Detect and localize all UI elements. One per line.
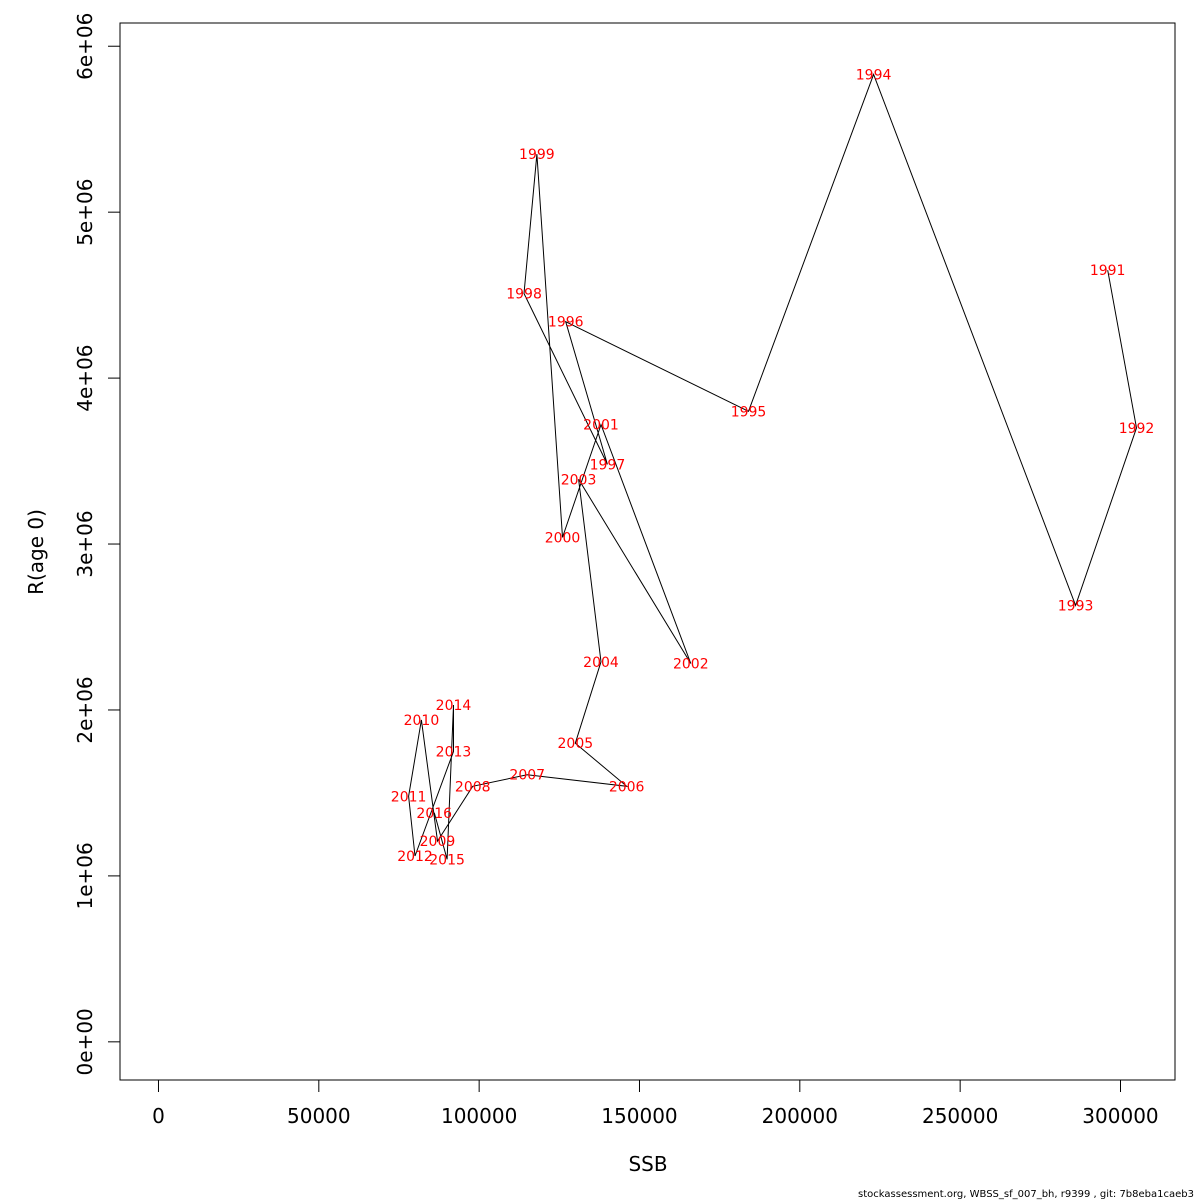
x-tick-label: 200000 [762,1104,838,1128]
series-line [408,72,1138,860]
y-axis: 0e+00 1e+06 2e+06 3e+06 4e+06 5e+06 6e+06 [73,13,121,1075]
y-tick-label: 3e+06 [73,510,97,577]
point-label-2012: 2012 [397,849,433,865]
x-tick-label: 100000 [441,1104,517,1128]
point-label-1993: 1993 [1058,598,1094,614]
point-label-1999: 1999 [519,147,555,163]
point-label-1992: 1992 [1119,421,1155,437]
y-axis-title: R(age 0) [24,509,48,595]
point-label-2005: 2005 [558,736,594,752]
y-tick-label: 1e+06 [73,842,97,909]
x-axis-title: SSB [628,1152,667,1176]
point-label-2000: 2000 [545,530,581,546]
y-tick-label: 5e+06 [73,179,97,246]
point-label-2015: 2015 [429,852,465,868]
y-tick-label: 0e+00 [73,1008,97,1075]
x-tick-label: 0 [152,1104,165,1128]
point-label-1996: 1996 [548,315,584,331]
point-label-1995: 1995 [731,404,767,420]
point-label-2014: 2014 [436,698,472,714]
point-label-2016: 2016 [416,806,452,822]
y-tick-label: 4e+06 [73,344,97,411]
point-label-2003: 2003 [561,472,597,488]
point-label-2006: 2006 [609,779,645,795]
point-label-1994: 1994 [856,67,892,83]
point-labels: 1991 1992 1993 1994 1995 1996 1997 1998 1999 2000… [391,67,1155,868]
point-label-2001: 2001 [583,418,619,434]
point-label-2007: 2007 [509,768,545,784]
y-tick-label: 6e+06 [73,13,97,80]
point-label-2008: 2008 [455,779,491,795]
footer-credit: stockassessment.org, WBSS_sf_007_bh, r93… [858,1189,1194,1200]
x-tick-label: 50000 [287,1104,351,1128]
plot-frame [119,22,1176,1081]
point-label-2009: 2009 [420,834,456,850]
x-tick-label: 300000 [1082,1104,1158,1128]
point-label-2004: 2004 [583,655,619,671]
point-label-2011: 2011 [391,789,427,805]
y-tick-label: 2e+06 [73,676,97,743]
point-label-2010: 2010 [404,713,440,729]
point-label-1997: 1997 [590,457,626,473]
point-label-2002: 2002 [673,657,709,673]
point-label-1998: 1998 [506,286,542,302]
x-tick-label: 150000 [601,1104,677,1128]
point-label-1991: 1991 [1090,263,1126,279]
x-tick-label: 250000 [922,1104,998,1128]
point-label-2013: 2013 [436,744,472,760]
x-axis: 0 50000 100000 150000 200000 250000 300000 [152,1079,1159,1128]
